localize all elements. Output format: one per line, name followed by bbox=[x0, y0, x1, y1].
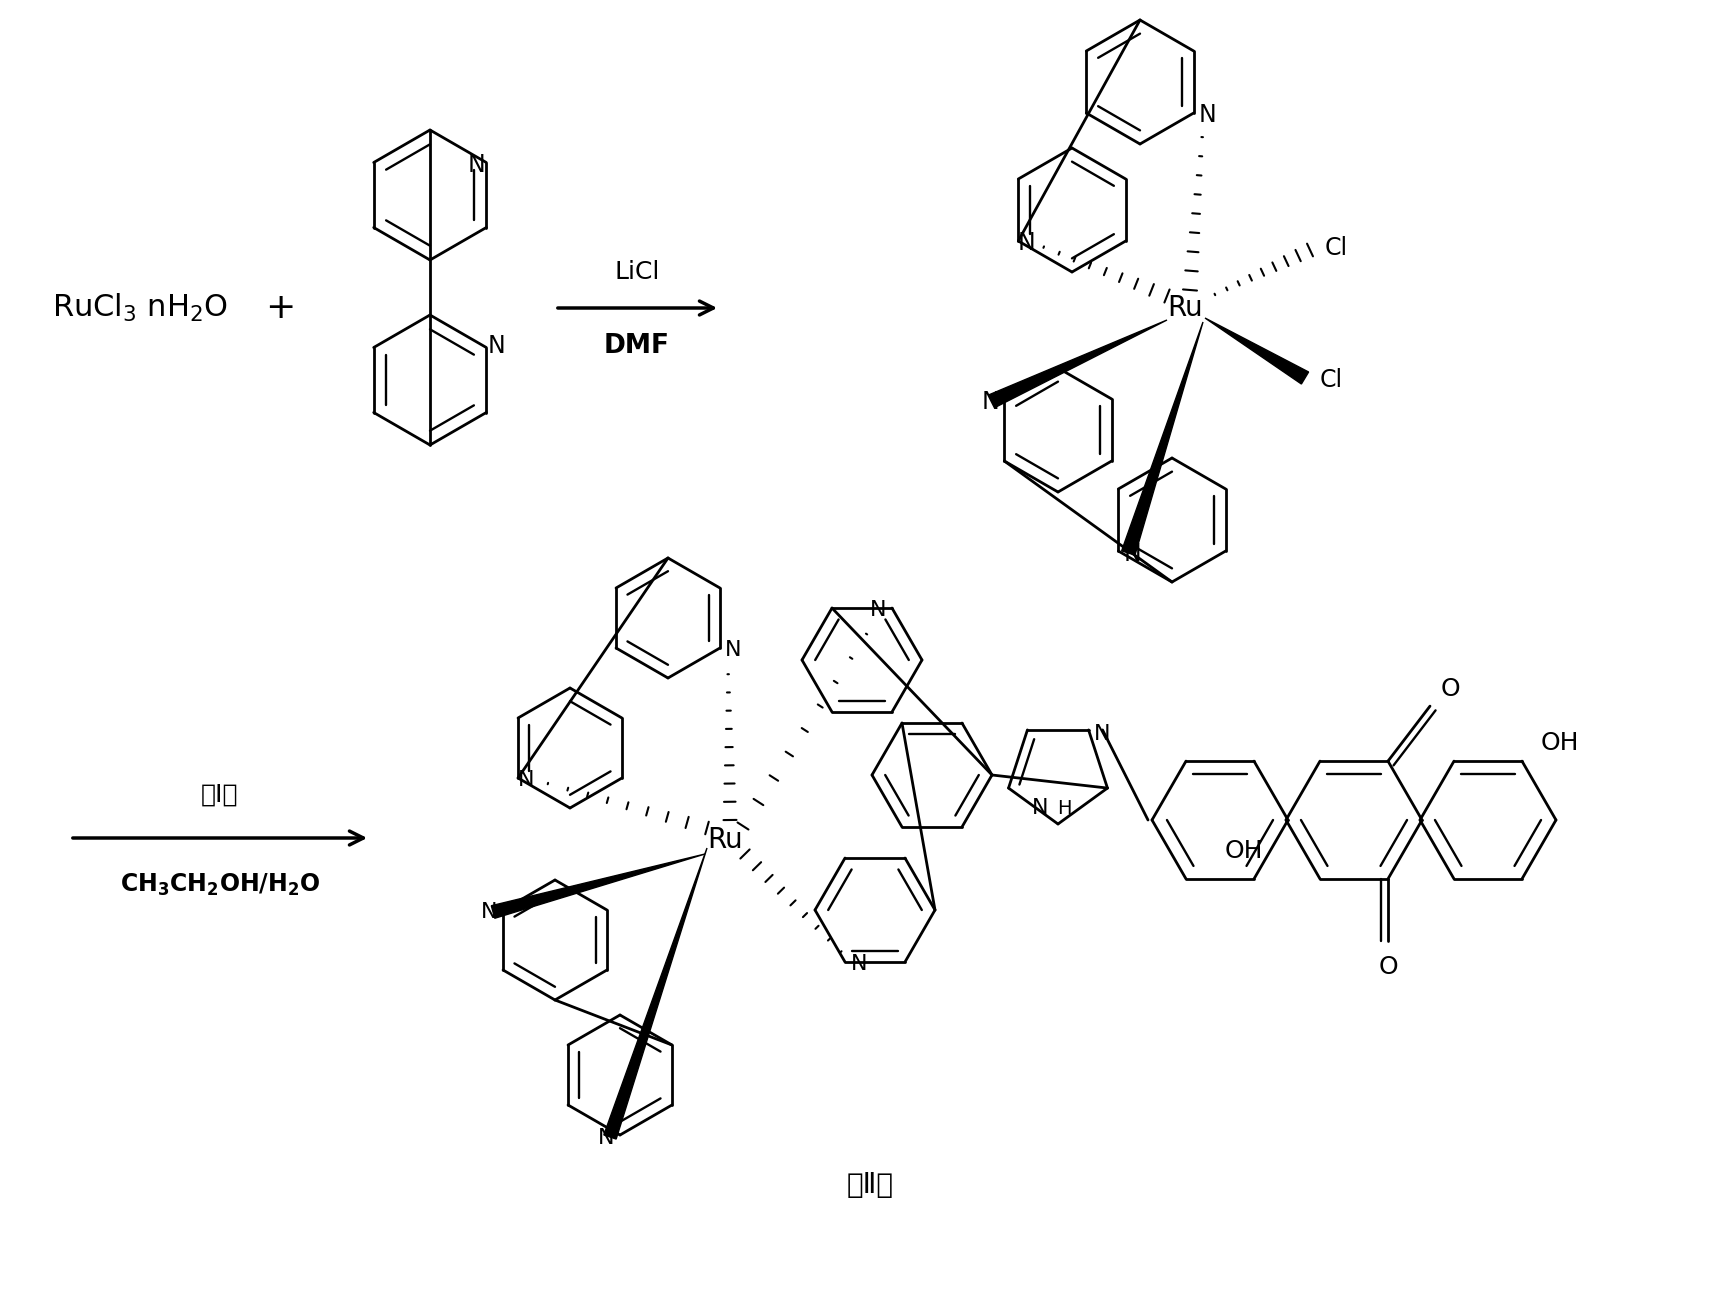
Text: N: N bbox=[1017, 231, 1036, 255]
Polygon shape bbox=[604, 848, 707, 1140]
Polygon shape bbox=[491, 854, 705, 919]
Text: LiCl: LiCl bbox=[615, 260, 659, 284]
Text: O: O bbox=[1378, 955, 1397, 979]
Text: N: N bbox=[870, 599, 887, 620]
Polygon shape bbox=[1121, 322, 1204, 556]
Text: （Ⅱ）: （Ⅱ） bbox=[846, 1171, 894, 1199]
Text: N: N bbox=[481, 902, 496, 922]
Text: N: N bbox=[1094, 724, 1111, 744]
Polygon shape bbox=[990, 320, 1168, 407]
Text: Ru: Ru bbox=[707, 826, 743, 854]
Text: +: + bbox=[265, 291, 294, 326]
Text: N: N bbox=[1198, 103, 1217, 127]
Text: （Ⅰ）: （Ⅰ） bbox=[202, 783, 238, 808]
Text: H: H bbox=[1056, 798, 1072, 818]
Polygon shape bbox=[1205, 318, 1308, 384]
Text: N: N bbox=[467, 152, 484, 177]
Text: RuCl$_3$ nH$_2$O: RuCl$_3$ nH$_2$O bbox=[51, 292, 228, 324]
Text: N: N bbox=[1032, 798, 1048, 818]
Text: Cl: Cl bbox=[1325, 236, 1347, 260]
Text: N: N bbox=[851, 953, 868, 974]
Text: N: N bbox=[1123, 543, 1142, 566]
Text: N: N bbox=[981, 390, 1000, 413]
Text: $\mathbf{CH_3CH_2OH/H_2O}$: $\mathbf{CH_3CH_2OH/H_2O}$ bbox=[120, 872, 320, 898]
Text: N: N bbox=[597, 1128, 615, 1149]
Text: O: O bbox=[1440, 677, 1460, 702]
Text: Ru: Ru bbox=[1168, 295, 1204, 322]
Text: N: N bbox=[488, 333, 505, 358]
Text: OH: OH bbox=[1224, 839, 1263, 863]
Text: DMF: DMF bbox=[604, 333, 669, 359]
Text: N: N bbox=[724, 640, 741, 660]
Text: N: N bbox=[517, 770, 534, 789]
Text: OH: OH bbox=[1541, 731, 1578, 755]
Text: Cl: Cl bbox=[1320, 368, 1342, 391]
